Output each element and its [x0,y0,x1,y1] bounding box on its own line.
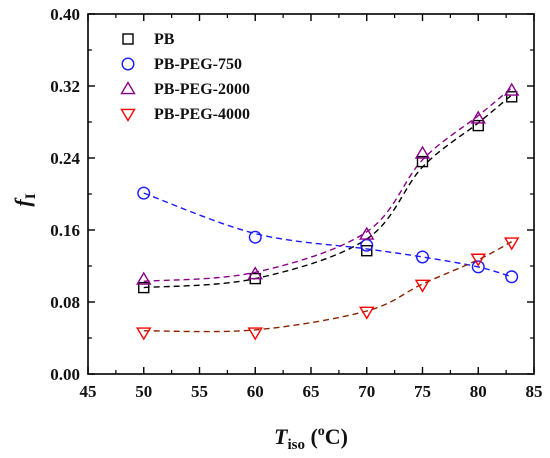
legend-label-2: PB-PEG-2000 [154,81,250,98]
data-point-2 [247,266,263,280]
x-tick-label: 70 [358,382,375,401]
legend-label-0: PB [154,31,175,48]
data-point-3 [359,306,375,320]
x-axis: 45 50 55 60 65 70 75 80 85 [80,14,543,401]
fit-line-3 [143,241,513,333]
data-point-0 [416,155,429,168]
x-axis-title-unit: C) [325,424,348,449]
x-tick-label: 75 [414,382,431,401]
y-tick-label: 0.16 [50,221,80,240]
data-point-2 [414,145,431,159]
y-tick-label: 0.24 [50,149,80,168]
data-point-2 [359,226,375,240]
x-axis-title-paren: ( [305,424,318,449]
y-axis-title-main: f [10,197,35,207]
legend-label-1: PB-PEG-750 [154,56,242,73]
data-point-1 [248,230,262,244]
legend-marker-0 [122,33,134,45]
x-tick-label: 55 [191,382,208,401]
y-axis: 0.00 0.08 0.16 0.24 0.32 0.40 [50,5,534,384]
x-tick-label: 65 [303,382,320,401]
data-point-0 [138,281,150,294]
fit-line-0 [143,94,513,289]
x-tick-label: 80 [470,382,487,401]
data-point-1 [505,270,519,284]
y-tick-label: 0.00 [50,365,80,384]
x-tick-label: 45 [80,382,97,401]
data-point-3 [136,327,152,341]
data-point-0 [361,244,373,257]
fit-lines [143,87,513,333]
data-point-3 [503,237,520,251]
y-axis-title-sub: I [23,193,39,199]
legend-label-3: PB-PEG-4000 [154,106,250,123]
data-markers [136,82,520,341]
legend-marker-1 [121,57,135,71]
data-point-0 [506,91,518,103]
data-point-3 [414,279,431,293]
y-tick-label: 0.40 [50,5,80,24]
data-point-1 [416,250,430,264]
y-tick-label: 0.08 [50,293,80,312]
y-axis-title-group: fI [10,193,39,206]
legend: PB PB-PEG-750 PB-PEG-2000 PB-PEG-4000 [120,31,250,123]
data-point-1 [471,260,485,274]
x-axis-title-sub: iso [287,437,305,453]
y-tick-label: 0.32 [50,77,80,96]
data-point-3 [470,253,486,267]
data-point-0 [472,119,484,132]
y-axis-title: fI [10,193,39,206]
legend-marker-2 [120,81,136,95]
x-axis-title-main: T [274,424,289,449]
legend-marker-3 [120,108,136,122]
x-tick-label: 60 [247,382,264,401]
data-point-1 [137,186,151,200]
x-tick-label: 50 [135,382,152,401]
data-point-2 [503,82,520,96]
data-point-3 [247,327,263,341]
fit-line-1 [143,192,512,278]
data-point-2 [470,110,486,124]
x-axis-title: Tiso (oC) [274,424,348,453]
x-axis-title-sup: o [318,424,325,439]
fit-line-2 [143,87,513,282]
data-point-2 [136,271,152,285]
x-tick-label: 85 [526,382,543,401]
